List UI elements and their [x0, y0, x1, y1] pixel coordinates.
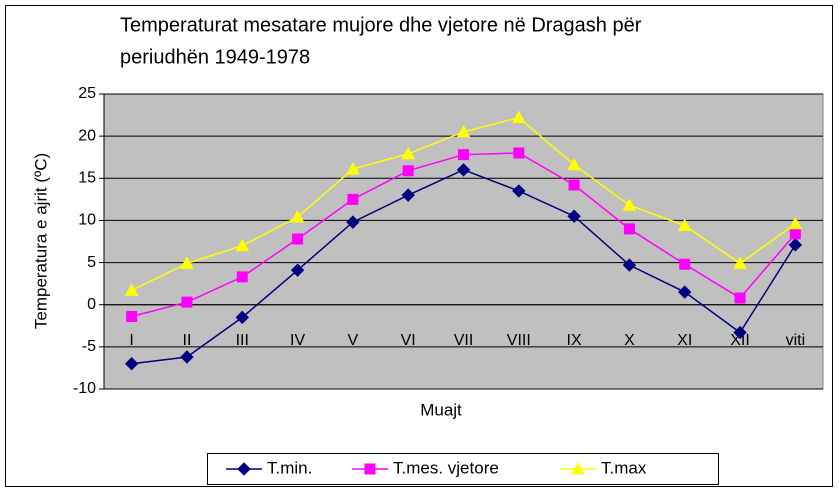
data-point — [677, 218, 692, 231]
x-tick-label: viti — [786, 332, 806, 349]
data-point — [623, 223, 635, 235]
x-tick-label: VIII — [507, 332, 531, 349]
y-axis-title: Temperatura e ajrit (ºC) — [31, 153, 50, 329]
chart-title: Temperaturat mesatare mujore dhe vjetore… — [120, 14, 642, 36]
data-point — [346, 215, 360, 229]
data-point — [235, 238, 250, 252]
y-tick-label: 5 — [87, 254, 96, 271]
data-point — [290, 263, 305, 277]
x-tick-label: XII — [730, 332, 750, 349]
x-tick-label: II — [183, 332, 192, 349]
data-point — [456, 163, 471, 177]
y-tick-label: 0 — [87, 296, 96, 313]
data-point — [292, 233, 304, 245]
x-tick-label: VI — [401, 332, 416, 349]
data-point — [679, 258, 691, 270]
data-point — [622, 258, 637, 272]
x-tick-label: XI — [677, 332, 692, 349]
y-tick-label: 15 — [78, 170, 96, 187]
data-point — [511, 110, 526, 124]
data-point — [458, 149, 469, 161]
legend-label: T.min. — [267, 458, 312, 477]
data-point — [733, 325, 747, 340]
legend-marker — [237, 462, 251, 476]
data-point — [678, 285, 692, 299]
data-point — [401, 146, 416, 160]
y-tick-label: -10 — [73, 380, 96, 397]
data-point — [513, 147, 525, 159]
legend-label: T.mes. vjetore — [393, 458, 499, 477]
data-point — [401, 188, 415, 202]
data-point — [181, 296, 193, 308]
x-tick-label: IV — [290, 332, 305, 349]
data-point — [180, 256, 194, 269]
data-point — [788, 216, 803, 230]
data-point — [512, 184, 526, 198]
data-point — [124, 283, 139, 296]
data-point — [235, 310, 249, 325]
data-point — [347, 193, 359, 205]
data-point — [236, 271, 248, 283]
data-point — [733, 256, 747, 269]
x-tick-label: III — [236, 332, 249, 349]
legend-marker — [364, 463, 376, 475]
data-point — [180, 350, 194, 364]
y-tick-label: 25 — [78, 85, 96, 102]
x-tick-label: I — [129, 332, 133, 349]
legend-label: T.max — [601, 458, 647, 477]
x-tick-label: VII — [454, 332, 474, 349]
data-point — [456, 124, 471, 138]
data-point — [622, 198, 637, 211]
chart-title: periudhën 1949-1978 — [120, 46, 310, 68]
data-point — [567, 157, 581, 171]
data-point — [402, 165, 414, 177]
data-point — [567, 209, 581, 223]
y-tick-label: 20 — [78, 127, 96, 144]
plot-area — [103, 93, 824, 390]
data-point — [734, 292, 746, 304]
legend-marker — [571, 461, 585, 475]
x-axis-title: Muajt — [420, 400, 462, 419]
data-point — [346, 161, 360, 175]
x-tick-label: V — [348, 332, 359, 349]
legend — [207, 453, 719, 485]
data-point — [789, 228, 801, 240]
data-point — [290, 210, 305, 223]
x-tick-label: IX — [567, 332, 582, 349]
x-tick-label: X — [624, 332, 635, 349]
data-point — [126, 311, 138, 323]
y-tick-label: -5 — [82, 338, 96, 355]
data-point — [568, 179, 580, 191]
y-tick-label: 10 — [78, 212, 96, 229]
data-point — [124, 357, 139, 371]
data-point — [788, 238, 803, 252]
